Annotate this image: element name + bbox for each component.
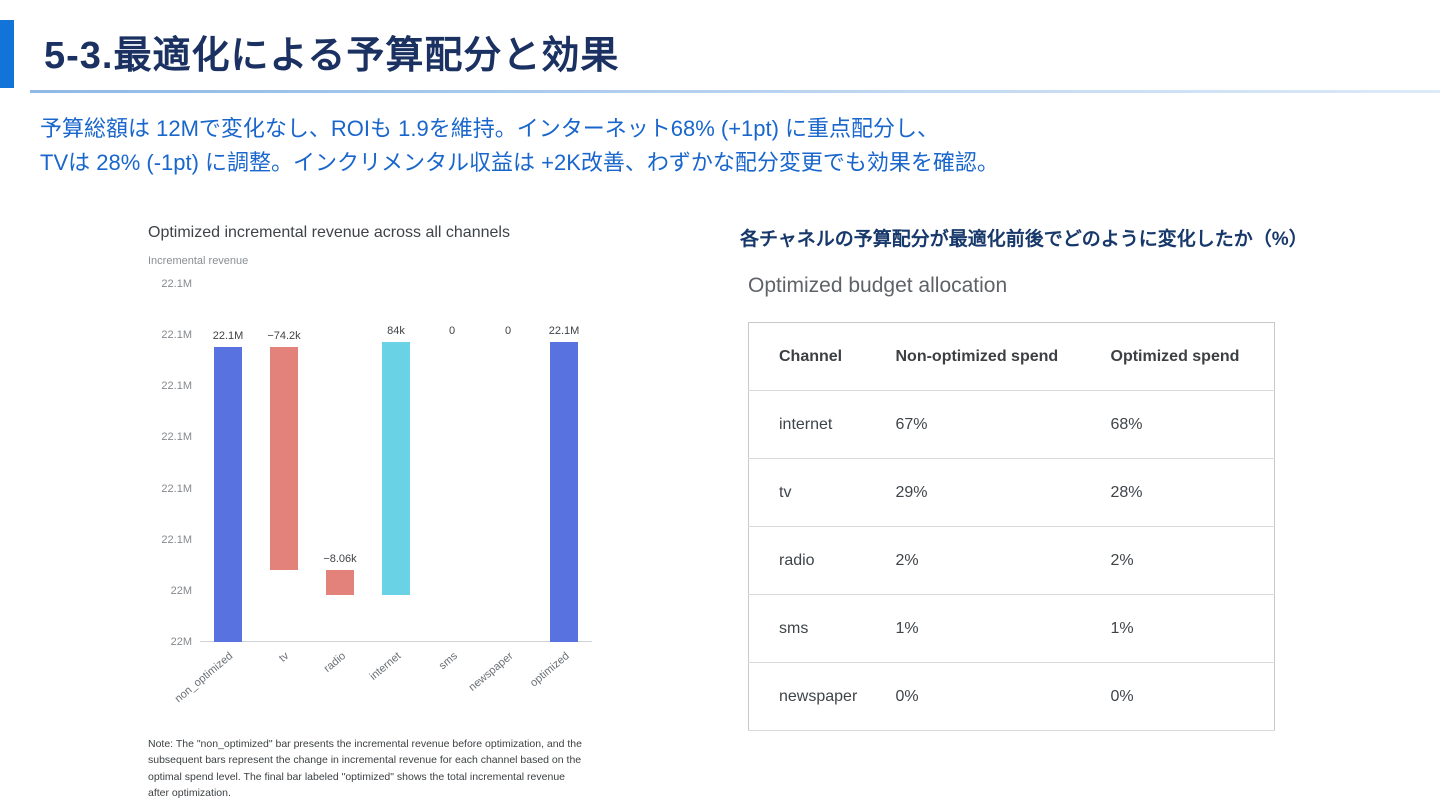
table-cell: newspaper <box>748 662 896 731</box>
bar-tv <box>270 347 298 571</box>
table-header-row: Channel Non-optimized spend Optimized spen… <box>748 322 1275 391</box>
bar-value-label-tv: −74.2k <box>267 330 301 343</box>
table-title: Optimized budget allocation <box>748 274 1008 297</box>
bar-value-label-non_optimized: 22.1M <box>212 330 244 343</box>
table-cell: 0% <box>895 662 1111 731</box>
table-cell: sms <box>748 594 896 663</box>
x-axis-label-tv: tv <box>277 650 292 665</box>
table-cell: 28% <box>1110 458 1275 527</box>
table-row: radio 2% 2% <box>748 526 1275 595</box>
table-cell: 1% <box>1110 594 1275 663</box>
x-axis-labels: non_optimized tv radio internet sms newspaper… <box>173 650 592 736</box>
summary-text: 予算総額は 12Mで変化なし、ROIも 1.9を維持。インターネット68% (+… <box>40 112 999 180</box>
bar-value-label-newspaper: 0 <box>504 324 512 337</box>
bar-optimized <box>550 341 578 642</box>
title-accent-bar <box>0 20 14 88</box>
budget-allocation-table: Channel Non-optimized spend Optimized spen… <box>748 322 1275 731</box>
x-axis-label-sms: sms <box>436 650 460 673</box>
y-axis-tick: 22M <box>170 584 192 597</box>
y-axis-title: Incremental revenue <box>148 255 249 267</box>
y-axis: 22.1M 22.1M 22.1M 22.1M 22.1M 22.1M 22M 22M <box>150 278 192 648</box>
bars-layer: 22.1M −74.2k −8.06k 84k 0 0 22.1M <box>200 284 592 642</box>
chart-title: Optimized incremental revenue across all… <box>148 224 510 241</box>
y-axis-tick: 22M <box>170 636 192 648</box>
bar-value-label-sms: 0 <box>448 324 456 337</box>
page-title: 5-3.最適化による予算配分と効果 <box>44 35 620 77</box>
table-header-cell: Optimized spend <box>1110 322 1275 391</box>
table-row: sms 1% 1% <box>748 594 1275 663</box>
x-axis-label-newspaper: newspaper <box>466 650 516 694</box>
table-header-cell: Channel <box>748 322 896 391</box>
bar-value-label-optimized: 22.1M <box>548 324 580 337</box>
bar-radio <box>326 570 354 595</box>
table-cell: 1% <box>895 594 1111 663</box>
table-cell: 2% <box>1110 526 1275 595</box>
summary-line-2: TVは 28% (-1pt) に調整。インクリメンタル収益は +2K改善、わずか… <box>40 150 999 176</box>
table-row: tv 29% 28% <box>748 458 1275 527</box>
table-cell: internet <box>748 390 896 459</box>
table-cell: tv <box>748 458 896 527</box>
x-axis-label-internet: internet <box>367 650 404 683</box>
x-axis-label-non_optimized: non_optimized <box>173 650 236 706</box>
bar-non_optimized <box>214 347 242 642</box>
table-row: newspaper 0% 0% <box>748 662 1275 731</box>
chart-plot-area: 22.1M 22.1M 22.1M 22.1M 22.1M 22.1M 22M 22M 22.… <box>161 278 592 705</box>
table-cell: radio <box>748 526 896 595</box>
waterfall-chart-section: Optimized incremental revenue across all… <box>148 224 628 810</box>
table-cell: 2% <box>895 526 1111 595</box>
bar-internet <box>382 341 410 595</box>
x-axis-label-optimized: optimized <box>527 650 572 690</box>
bar-value-label-radio: −8.06k <box>323 553 357 566</box>
x-axis-label-radio: radio <box>321 650 348 675</box>
y-axis-tick: 22.1M <box>161 380 192 393</box>
bar-value-label-internet: 84k <box>387 324 405 337</box>
chart-note: Note: The "non_optimized" bar presents t… <box>148 738 582 799</box>
y-axis-tick: 22.1M <box>161 482 192 495</box>
y-axis-tick: 22.1M <box>161 533 192 546</box>
table-caption: 各チャネルの予算配分が最適化前後でどのように変化したか（%） <box>740 229 1308 250</box>
table-row: internet 67% 68% <box>748 390 1275 459</box>
right-panel: 各チャネルの予算配分が最適化前後でどのように変化したか（%） Optimized… <box>740 224 1308 764</box>
header-divider <box>30 90 1440 93</box>
y-axis-tick: 22.1M <box>161 431 192 444</box>
summary-line-1: 予算総額は 12Mで変化なし、ROIも 1.9を維持。インターネット68% (+… <box>40 116 940 141</box>
table-cell: 29% <box>895 458 1111 527</box>
table-cell: 67% <box>895 390 1111 459</box>
y-axis-tick: 22.1M <box>161 278 192 290</box>
table-cell: 68% <box>1110 390 1275 459</box>
table-cell: 0% <box>1110 662 1275 731</box>
table-header-cell: Non-optimized spend <box>895 322 1111 391</box>
y-axis-tick: 22.1M <box>161 329 192 342</box>
